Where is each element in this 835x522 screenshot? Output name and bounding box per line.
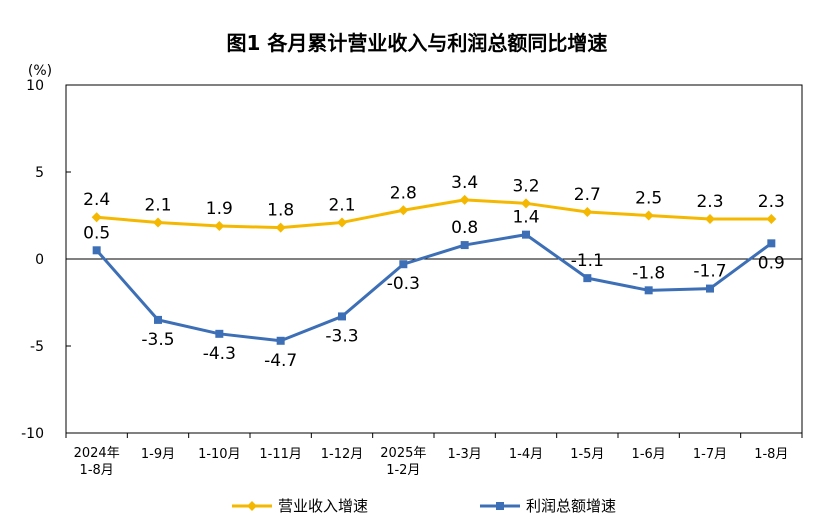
x-tick-label: 1-10月	[198, 447, 241, 462]
revenue-data-label: 2.8	[390, 183, 417, 203]
series-layer	[91, 194, 777, 345]
revenue-point	[275, 222, 286, 233]
revenue-data-label: 2.4	[83, 190, 110, 210]
y-tick-label: 0	[35, 252, 44, 268]
revenue-point	[643, 210, 654, 221]
revenue-data-label: 2.7	[574, 185, 601, 205]
y-tick-label: -10	[21, 426, 44, 442]
profit-point	[92, 246, 101, 255]
chart-title: 图1 各月累计营业收入与利润总额同比增速	[227, 31, 608, 55]
x-tick-label: 1-5月	[570, 447, 604, 462]
x-tick-label: 1-3月	[448, 447, 482, 462]
profit-point	[215, 329, 224, 338]
profit-data-label: -3.5	[141, 330, 174, 350]
x-tick-label: 1-7月	[693, 447, 727, 462]
revenue-point	[214, 220, 225, 231]
revenue-data-label: 3.4	[451, 173, 478, 193]
revenue-data-label: 3.2	[512, 176, 539, 196]
y-tick-label: 10	[26, 78, 44, 94]
x-tick-label: 1-8月	[80, 463, 114, 478]
profit-point	[154, 315, 162, 324]
series-line-1	[96, 198, 772, 230]
profit-point	[583, 274, 592, 283]
profit-data-label: -4.7	[264, 351, 297, 371]
revenue-data-label: 1.8	[267, 201, 294, 221]
x-tick-label: 1-8月	[754, 447, 788, 462]
revenue-point	[398, 205, 409, 216]
profit-point	[522, 230, 530, 239]
profit-data-label: -3.3	[325, 326, 358, 346]
x-tick-label: 1-2月	[386, 463, 420, 478]
x-tick-label: 1-6月	[632, 447, 666, 462]
x-axis-ticks: 2024年 1-8月 1-9月 1-10月 1-11月 1-12月 2025年 1-2月 1-3…	[65, 433, 803, 478]
revenue-point	[91, 212, 102, 223]
x-tick-label: 1-4月	[509, 447, 543, 462]
profit-data-label: -1.8	[632, 263, 665, 283]
series-line-2	[95, 233, 773, 343]
x-tick-label: 2025年	[380, 446, 426, 461]
legend: 营业收入增速 利润总额增速	[232, 497, 616, 515]
profit-point	[338, 312, 346, 321]
revenue-point	[582, 207, 593, 218]
profit-data-label: 0.5	[83, 223, 110, 243]
revenue-point	[705, 213, 715, 224]
revenue-point	[459, 194, 470, 205]
x-tick-label: 1-9月	[141, 447, 175, 462]
profit-point	[644, 286, 653, 295]
revenue-point	[521, 198, 531, 209]
x-tick-label: 2024年	[74, 446, 120, 461]
y-axis-ticks: -10 -5 0 5 10	[21, 78, 71, 442]
legend-label: 营业收入增速	[278, 497, 368, 515]
revenue-point	[766, 213, 777, 224]
profit-point	[460, 241, 469, 250]
profit-point	[399, 260, 408, 269]
legend-marker	[496, 502, 504, 510]
revenue-data-label: 2.3	[758, 192, 785, 212]
profit-point	[767, 239, 776, 248]
profit-point	[276, 336, 285, 345]
revenue-point	[153, 217, 163, 228]
profit-point	[706, 284, 714, 293]
y-axis-unit-label: (%)	[28, 63, 52, 79]
profit-data-label: -1.7	[693, 262, 726, 282]
profit-data-label: 0.9	[758, 253, 785, 273]
revenue-data-label: 1.9	[206, 199, 233, 219]
x-tick-label: 1-12月	[321, 447, 364, 462]
revenue-data-label: 2.1	[328, 195, 355, 215]
data-labels-layer: 2.4 2.1 1.9 1.8 2.1 2.8 3.4 3.2 2.7 2.5 2.3 2.3 0.5 -…	[83, 173, 785, 371]
revenue-data-label: 2.5	[635, 189, 662, 209]
y-tick-label: 5	[35, 165, 44, 181]
profit-data-label: -4.3	[203, 344, 236, 364]
revenue-point	[337, 217, 347, 228]
profit-data-label: -1.1	[571, 251, 604, 271]
revenue-data-label: 2.3	[696, 192, 723, 212]
legend-marker	[247, 501, 257, 511]
y-tick-label: -5	[30, 339, 44, 355]
x-tick-label: 1-11月	[259, 447, 302, 462]
legend-label: 利润总额增速	[526, 497, 616, 515]
profit-data-label: 1.4	[512, 208, 539, 228]
profit-data-label: 0.8	[451, 218, 478, 238]
revenue-data-label: 2.1	[144, 195, 171, 215]
profit-data-label: -0.3	[387, 274, 420, 294]
